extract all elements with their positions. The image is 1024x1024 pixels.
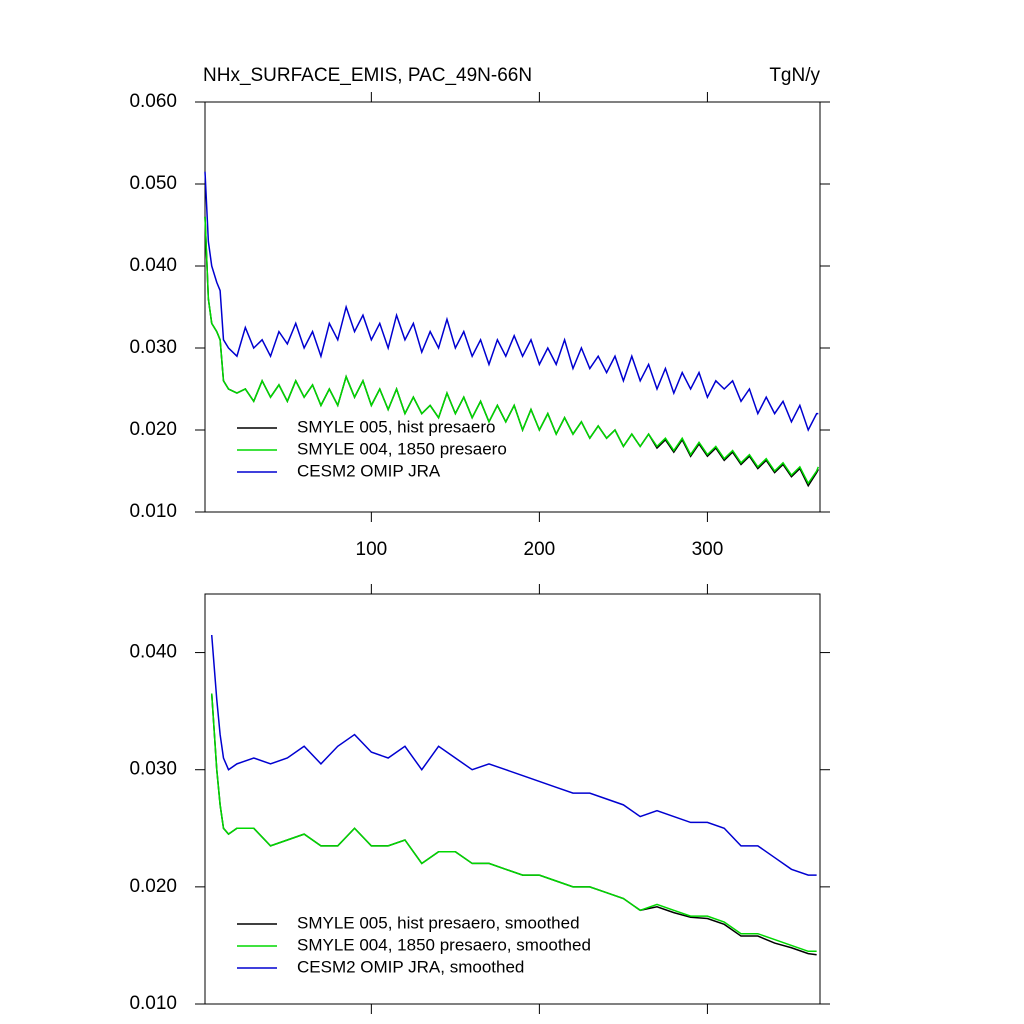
legend-label: SMYLE 005, hist presaero, smoothed bbox=[297, 913, 580, 932]
y-tick-label: 0.050 bbox=[129, 173, 177, 194]
y-tick-label: 0.040 bbox=[129, 642, 177, 663]
y-tick-label: 0.010 bbox=[129, 501, 177, 522]
plot-frame bbox=[204, 101, 821, 513]
y-tick-label: 0.020 bbox=[129, 876, 177, 897]
x-tick-label: 200 bbox=[524, 539, 556, 560]
plot-frame bbox=[204, 593, 821, 1005]
y-tick-label: 0.010 bbox=[129, 993, 177, 1014]
y-tick-label: 0.030 bbox=[129, 759, 177, 780]
y-tick-label: 0.040 bbox=[129, 255, 177, 276]
legend-label: SMYLE 004, 1850 presaero bbox=[297, 439, 507, 458]
series-line bbox=[210, 693, 817, 953]
series-line bbox=[210, 634, 817, 876]
x-tick-label: 100 bbox=[356, 539, 388, 560]
legend-label: SMYLE 004, 1850 presaero, smoothed bbox=[297, 935, 591, 954]
y-tick-label: 0.020 bbox=[129, 419, 177, 440]
legend-label: CESM2 OMIP JRA bbox=[297, 461, 441, 480]
units-label: TgN/y bbox=[769, 65, 820, 86]
series-line bbox=[204, 216, 820, 485]
series-line bbox=[204, 171, 819, 432]
chart-title: NHx_SURFACE_EMIS, PAC_49N-66N bbox=[203, 65, 532, 86]
x-tick-label: 300 bbox=[692, 539, 724, 560]
y-tick-label: 0.030 bbox=[129, 337, 177, 358]
legend-label: SMYLE 005, hist presaero bbox=[297, 417, 495, 436]
legend-label: CESM2 OMIP JRA, smoothed bbox=[297, 957, 524, 976]
y-tick-label: 0.060 bbox=[129, 91, 177, 112]
